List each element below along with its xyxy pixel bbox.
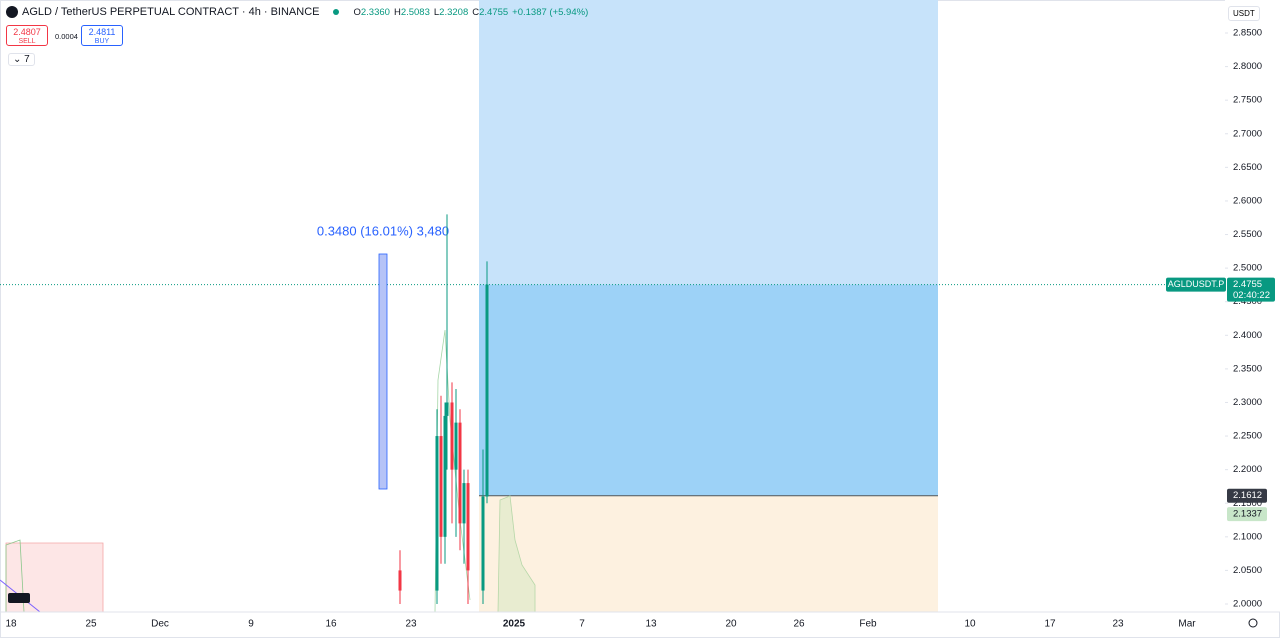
- ohlc-key: C: [472, 6, 480, 18]
- green-price: 2.1337: [1233, 509, 1262, 520]
- x-tick-label: Dec: [151, 619, 169, 630]
- ohlc-key: L: [433, 6, 440, 18]
- y-tick-label: 2.7000: [1233, 128, 1262, 139]
- last-price-bg: [1227, 277, 1275, 302]
- entry-zone: [479, 284, 938, 496]
- buy-label: BUY: [94, 38, 110, 45]
- y-tick-label: 2.8000: [1233, 61, 1262, 72]
- symbol-header: AGLD / TetherUS PERPETUAL CONTRACT · 4h …: [6, 6, 588, 18]
- left-line: [5, 539, 25, 613]
- tv-logo-mark: [8, 593, 30, 603]
- buy-button[interactable]: 2.4811 BUY: [81, 25, 123, 46]
- ohlc-change: +0.1387 (+5.94%): [512, 6, 589, 18]
- candle-body: [462, 483, 466, 524]
- candle-body: [443, 415, 447, 537]
- ohlc-value: 2.4755: [479, 6, 509, 18]
- symbol-icon: [6, 6, 18, 18]
- x-tick-label: 7: [579, 619, 585, 630]
- candle-body: [439, 436, 443, 537]
- market-status: [333, 9, 340, 15]
- ohlc-value: 2.3208: [439, 6, 469, 18]
- last-price: 2.4755: [1233, 279, 1262, 290]
- symbol-badge: AGLDUSDT.P: [1168, 279, 1225, 289]
- y-tick-label: 2.2000: [1233, 464, 1262, 475]
- x-tick-label: 2025: [503, 619, 526, 630]
- y-tick-label: 2.3000: [1233, 397, 1262, 408]
- measure-box: [378, 253, 388, 490]
- ohlc-value: 2.3360: [360, 6, 390, 18]
- y-tick-label: 2.2500: [1233, 431, 1262, 442]
- y-tick-label: 2.8500: [1233, 28, 1262, 39]
- y-tick-label: 2.5000: [1233, 263, 1262, 274]
- spread: 0.0004: [55, 32, 78, 41]
- indicators-toggle[interactable]: ⌄ 7: [8, 53, 35, 66]
- candle-body: [458, 422, 462, 524]
- measure-label: 0.3480 (16.01%) 3,480: [317, 223, 449, 238]
- y-tick-label: 2.7500: [1233, 95, 1262, 106]
- sell-label: SELL: [18, 38, 36, 45]
- stop-price: 2.1612: [1233, 490, 1262, 501]
- volume-shade: [497, 495, 536, 613]
- y-tick-label: 2.1000: [1233, 531, 1262, 542]
- candle-body: [466, 483, 470, 571]
- x-tick-label: 17: [1044, 619, 1056, 630]
- x-tick-label: 23: [1112, 619, 1124, 630]
- candle-body: [485, 284, 489, 497]
- x-tick-label: 10: [964, 619, 976, 630]
- ohlc: O2.3360 H2.5083 L2.3208 C2.4755 +0.1387 (+5.…: [353, 7, 588, 18]
- ohlc-value: 2.5083: [400, 6, 430, 18]
- y-tick-label: 2.0500: [1233, 565, 1262, 576]
- x-tick-label: 18: [5, 619, 17, 630]
- currency-select[interactable]: USDT: [1228, 6, 1260, 21]
- green-price-bg: [1227, 507, 1267, 522]
- countdown: 02:40:22: [1233, 290, 1270, 301]
- x-tick-label: 25: [85, 619, 97, 630]
- stop-zone: [479, 495, 938, 612]
- y-tick-label: 2.3500: [1233, 363, 1262, 374]
- x-tick-label: 26: [793, 619, 805, 630]
- symbol-badge-bg: [1166, 277, 1226, 292]
- candle-body: [445, 402, 449, 416]
- x-tick-label: Feb: [859, 619, 877, 630]
- y-tick-label: 2.6000: [1233, 195, 1262, 206]
- y-tick-label: 2.4000: [1233, 330, 1262, 341]
- candle-body: [435, 436, 439, 591]
- candle-body: [398, 570, 402, 591]
- x-tick-label: 9: [248, 619, 254, 630]
- sell-button[interactable]: 2.4807 SELL: [6, 25, 48, 46]
- buy-price: 2.4811: [88, 27, 116, 37]
- indicator-count: 7: [24, 54, 30, 65]
- candle-body: [454, 422, 458, 470]
- stop-price-bg: [1227, 488, 1267, 503]
- ohlc-key: H: [393, 6, 401, 18]
- symbol-title[interactable]: AGLD / TetherUS PERPETUAL CONTRACT · 4h …: [22, 6, 320, 18]
- sell-price: 2.4807: [13, 27, 41, 37]
- x-tick-label: 23: [405, 619, 417, 630]
- y-tick-label: 2.6500: [1233, 162, 1262, 173]
- candle-body: [481, 496, 485, 591]
- x-tick-label: Mar: [1178, 619, 1196, 630]
- y-tick-label: 2.4500: [1233, 296, 1262, 307]
- x-tick-label: 16: [325, 619, 337, 630]
- target-zone: [479, 0, 938, 285]
- y-tick-label: 2.5500: [1233, 229, 1262, 240]
- x-tick-label: 13: [645, 619, 657, 630]
- y-tick-label: 2.1500: [1233, 498, 1262, 509]
- ohlc-key: O: [353, 6, 361, 18]
- settings-icon: [1248, 618, 1258, 628]
- candle-body: [450, 402, 454, 470]
- y-tick-label: 2.0000: [1233, 599, 1262, 610]
- x-tick-label: 20: [725, 619, 737, 630]
